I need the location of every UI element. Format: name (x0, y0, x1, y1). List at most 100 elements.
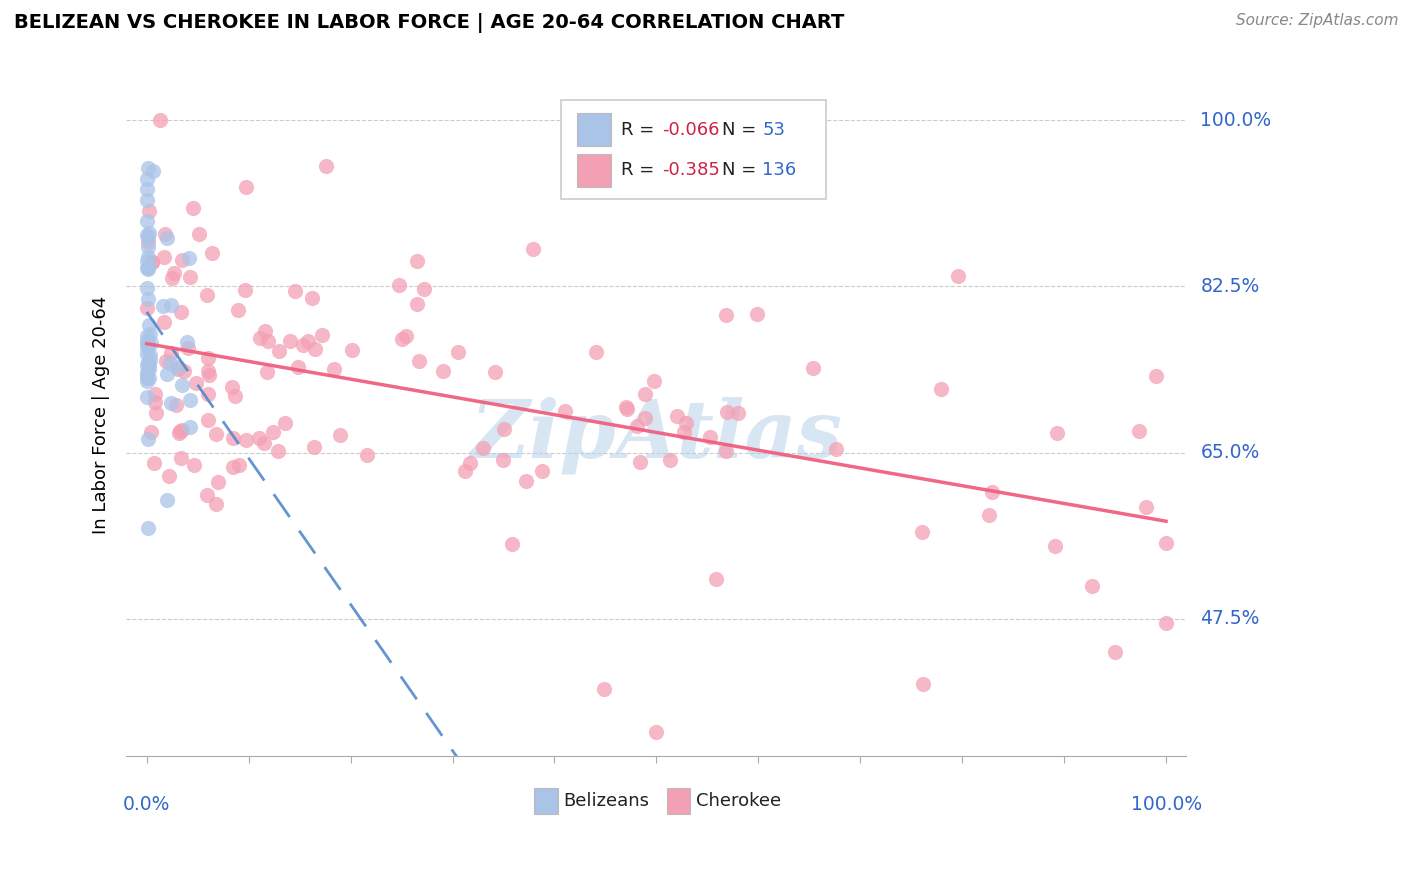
Point (278, 334, 301, 348)
Point (167, 425, 190, 440)
Point (169, 424, 191, 438)
Point (981, 484, 1004, 499)
Text: 100.0%: 100.0% (1201, 111, 1271, 130)
Point (716, 405, 738, 419)
Point (205, 497, 228, 511)
Point (159, 356, 181, 370)
Point (256, 365, 278, 379)
Point (145, 406, 167, 420)
Point (515, 475, 537, 489)
Text: 82.5%: 82.5% (1201, 277, 1260, 296)
Point (287, 360, 309, 375)
Point (141, 425, 163, 439)
Point (311, 327, 333, 342)
Point (138, 318, 160, 332)
Point (136, 254, 159, 268)
Point (179, 393, 201, 408)
Point (179, 270, 201, 285)
Point (432, 364, 454, 378)
Point (329, 428, 352, 442)
Point (253, 436, 276, 450)
Point (1046, 426, 1069, 441)
Point (136, 334, 159, 349)
Point (645, 725, 668, 739)
Point (138, 348, 160, 362)
Point (302, 441, 325, 455)
Point (170, 450, 193, 465)
Point (233, 283, 256, 297)
Point (699, 430, 721, 444)
Point (412, 282, 434, 296)
Point (356, 448, 378, 462)
Point (160, 271, 183, 285)
Point (484, 365, 506, 379)
Point (198, 368, 221, 383)
Point (152, 299, 174, 313)
Point (224, 388, 246, 402)
Point (592, 681, 614, 696)
Point (138, 359, 160, 374)
Point (221, 380, 243, 394)
Point (156, 367, 179, 381)
Point (166, 361, 188, 376)
Point (160, 298, 183, 312)
Text: 136: 136 (762, 161, 797, 179)
Point (187, 227, 209, 241)
FancyBboxPatch shape (576, 153, 610, 186)
Y-axis label: In Labor Force | Age 20-64: In Labor Force | Age 20-64 (93, 295, 110, 533)
Point (136, 341, 159, 355)
Text: 53: 53 (762, 120, 786, 138)
Point (267, 443, 290, 458)
Point (634, 411, 657, 425)
Text: 65.0%: 65.0% (1201, 443, 1260, 462)
Point (136, 250, 159, 264)
Point (253, 324, 276, 338)
Point (135, 371, 157, 385)
Point (143, 395, 166, 409)
Point (825, 442, 848, 456)
Point (406, 253, 429, 268)
Point (1144, 368, 1167, 383)
Point (135, 261, 157, 276)
Point (136, 240, 159, 254)
Point (315, 159, 337, 173)
Text: -0.385: -0.385 (662, 161, 720, 179)
Point (136, 228, 159, 243)
Text: N =: N = (723, 120, 762, 138)
Point (395, 328, 418, 343)
Point (946, 269, 969, 284)
Text: 100.0%: 100.0% (1130, 795, 1202, 814)
Point (323, 362, 346, 376)
Point (136, 336, 159, 351)
Point (170, 253, 193, 268)
Point (391, 333, 413, 347)
Point (138, 226, 160, 240)
Point (138, 371, 160, 385)
Point (704, 572, 727, 586)
Point (183, 458, 205, 473)
Point (554, 404, 576, 418)
Point (141, 255, 163, 269)
Point (172, 377, 194, 392)
Point (156, 492, 179, 507)
Point (453, 464, 475, 478)
FancyBboxPatch shape (534, 789, 558, 814)
Point (136, 182, 159, 196)
Point (160, 396, 183, 410)
Point (136, 262, 159, 277)
Text: Cherokee: Cherokee (696, 792, 780, 810)
Point (139, 327, 162, 342)
Point (472, 441, 495, 455)
FancyBboxPatch shape (561, 100, 825, 200)
Point (153, 315, 176, 329)
Point (262, 425, 284, 439)
Point (269, 343, 291, 358)
Point (143, 386, 166, 401)
Point (136, 161, 159, 175)
Point (136, 229, 159, 244)
Point (136, 433, 159, 447)
Point (1043, 539, 1066, 553)
Point (207, 475, 229, 489)
Point (222, 460, 245, 475)
Point (184, 376, 207, 391)
